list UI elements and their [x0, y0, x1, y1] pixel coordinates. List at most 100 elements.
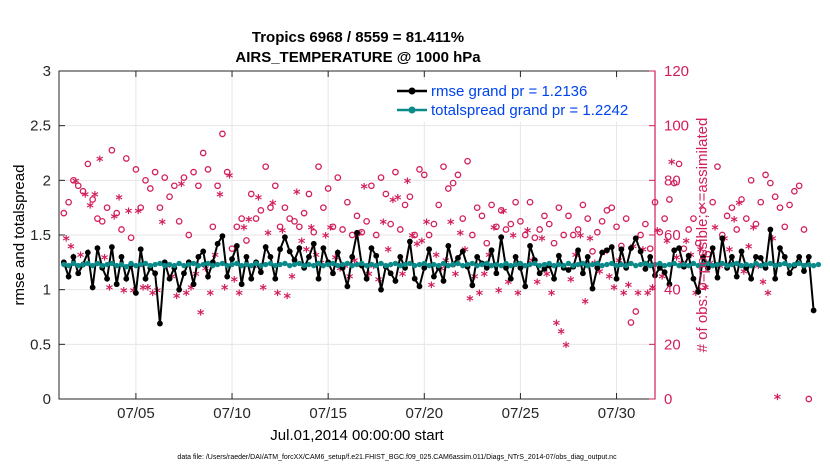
spread-point — [436, 262, 442, 269]
obs-assimilated-point: * — [279, 225, 287, 241]
rmse-point — [291, 257, 298, 264]
obs-possible-point — [661, 215, 668, 222]
obs-assimilated-point: * — [543, 269, 551, 285]
rmse-point — [431, 273, 437, 280]
obs-assimilated-point: * — [96, 154, 104, 170]
spread-point — [363, 262, 370, 269]
legend-rmse-label: rmse grand pr = 1.2136 — [431, 83, 587, 100]
obs-possible-point — [550, 239, 558, 247]
rmse-point — [354, 229, 360, 236]
spread-point — [801, 262, 807, 269]
obs-possible-point — [449, 179, 457, 187]
obs-assimilated-point: * — [235, 288, 243, 304]
series-lines — [60, 226, 822, 327]
rmse-point — [551, 275, 557, 282]
obs-assimilated-point: * — [115, 192, 123, 208]
obs-assimilated-point: * — [582, 296, 590, 312]
rmse-point — [286, 248, 293, 255]
spread-point — [85, 260, 91, 267]
obs-possible-point — [593, 228, 601, 236]
spread-point — [166, 261, 173, 268]
obs-possible-point — [781, 223, 789, 231]
rmse-point — [421, 264, 428, 271]
obs-assimilated-point: * — [106, 283, 114, 299]
rmse-point — [810, 307, 817, 314]
obs-assimilated-point: * — [178, 179, 186, 195]
right-axis-ticks: 0 20 40 60 80 100 120 — [649, 63, 689, 408]
obs-possible-point — [137, 204, 145, 212]
obs-possible-point — [60, 209, 68, 217]
obs-possible-point — [70, 176, 77, 184]
obs-assimilated-point: * — [274, 288, 282, 304]
rmse-point — [642, 265, 649, 272]
spread-point — [123, 264, 129, 270]
rmse-point — [243, 253, 250, 260]
spread-point — [301, 262, 307, 269]
spread-point — [315, 260, 322, 267]
rmse-point — [277, 246, 283, 253]
obs-possible-point — [473, 204, 481, 212]
spread-point — [474, 262, 480, 269]
spread-point — [796, 260, 802, 267]
obs-possible-point — [122, 155, 130, 162]
spread-point — [421, 260, 427, 267]
spread-point — [484, 260, 490, 267]
obs-assimilated-point: * — [745, 242, 753, 258]
obs-assimilated-point: * — [322, 231, 330, 247]
rmse-point — [527, 243, 533, 249]
obs-possible-point — [762, 171, 769, 179]
obs-possible-point — [142, 176, 149, 184]
obs-assimilated-point: * — [144, 283, 152, 299]
spread-point — [772, 262, 778, 269]
obs-assimilated-point: * — [197, 307, 205, 323]
rmse-point — [589, 285, 596, 292]
obs-assimilated-point: * — [303, 244, 311, 260]
rmse-point — [786, 270, 793, 277]
obs-assimilated-point: * — [308, 223, 316, 239]
obs-assimilated-point: * — [726, 244, 734, 260]
obs-possible-point — [267, 204, 274, 212]
spread-point — [113, 262, 120, 269]
obs-possible-point — [478, 212, 486, 220]
spread-point — [75, 262, 81, 269]
obs-possible-point — [315, 163, 322, 171]
rmse-point — [565, 267, 572, 273]
obs-possible-point — [786, 201, 793, 209]
spread-point — [234, 260, 240, 267]
spread-point — [195, 262, 202, 269]
obs-possible-point — [79, 187, 87, 195]
spread-point — [791, 261, 798, 268]
y2-tick-label: 0 — [664, 391, 672, 408]
obs-assimilated-point: * — [221, 283, 229, 299]
obs-assimilated-point: * — [418, 236, 426, 252]
obs-possible-point — [608, 204, 616, 212]
obs-possible-point — [800, 226, 808, 233]
spread-point — [666, 261, 673, 268]
obs-possible-point — [276, 223, 284, 231]
obs-possible-point — [420, 171, 428, 179]
obs-possible-point — [108, 146, 116, 154]
obs-assimilated-point: * — [586, 233, 594, 249]
rmse-point — [777, 245, 783, 252]
rmse-point — [262, 244, 269, 250]
rmse-point — [200, 248, 207, 255]
x-axis-ticks: 07/05 07/10 07/15 07/20 07/25 07/30 — [117, 71, 635, 422]
obs-assimilated-point: * — [380, 217, 388, 233]
rmse-point — [493, 270, 500, 277]
obs-possible-point — [757, 198, 765, 206]
obs-assimilated-point: * — [769, 233, 777, 249]
obs-assimilated-point: * — [284, 291, 292, 307]
obs-assimilated-point: * — [77, 250, 85, 266]
obs-possible-point — [565, 212, 572, 220]
obs-assimilated-point: * — [630, 242, 638, 258]
rmse-point — [133, 290, 139, 296]
obs-possible-point — [767, 179, 774, 187]
obs-assimilated-point: * — [562, 340, 570, 356]
obs-assimilated-point: * — [67, 242, 75, 258]
spread-point — [724, 262, 730, 269]
obs-assimilated-point: * — [192, 269, 200, 285]
obs-assimilated-point: * — [86, 201, 94, 217]
obs-possible-point — [656, 228, 664, 236]
spread-point — [647, 262, 653, 269]
obs-possible-point — [526, 198, 534, 206]
